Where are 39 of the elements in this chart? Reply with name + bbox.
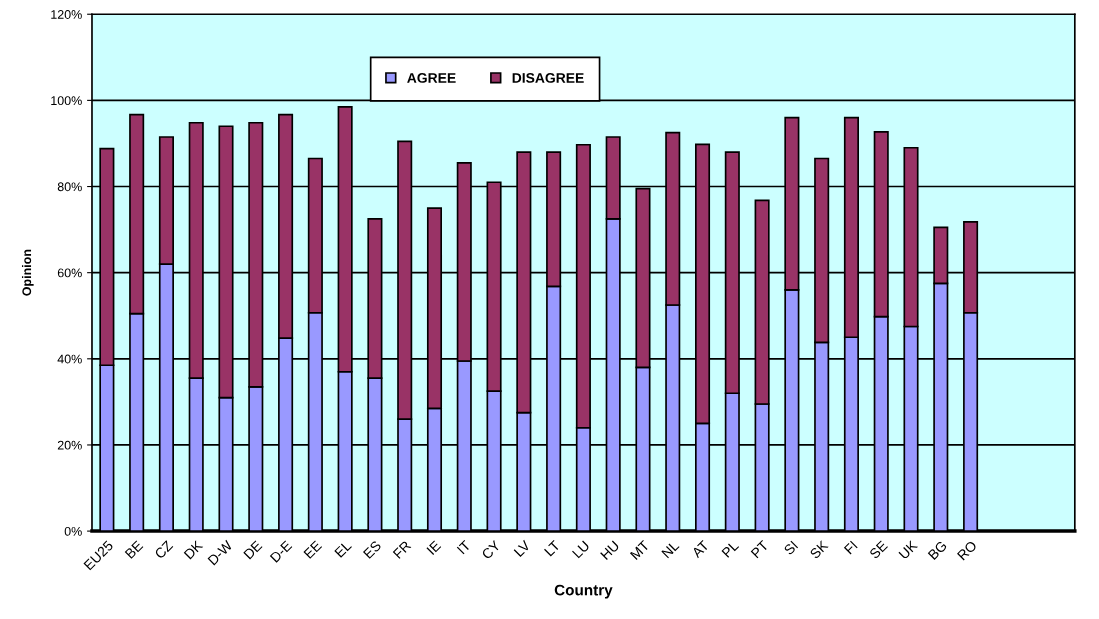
x-tick-label: IE — [426, 540, 442, 555]
x-tick-label: MT — [629, 540, 650, 560]
y-tick-label: 60% — [57, 268, 82, 278]
x-tick-label: SE — [868, 540, 889, 560]
x-tick-label: LV — [513, 539, 531, 558]
x-tick-label: BG — [927, 540, 948, 561]
x-tick-label: EE — [303, 540, 323, 559]
x-tick-label: AT — [691, 540, 710, 559]
x-tick-label: NL — [661, 540, 680, 559]
x-tick-label: EL — [334, 540, 352, 558]
x-tick-label: LU — [572, 540, 590, 559]
x-tick-label: PT — [750, 540, 769, 559]
x-tick-label: SK — [809, 539, 829, 560]
x-tick-label: BE — [124, 540, 144, 559]
y-tick-label: 0% — [64, 526, 82, 536]
y-tick-label: 20% — [57, 440, 82, 450]
x-tick-label: LT — [544, 540, 561, 557]
legend-label: DISAGREE — [512, 73, 584, 83]
legend-label: AGREE — [407, 73, 456, 83]
x-tick-label: ES — [362, 540, 382, 559]
x-tick-label: HU — [600, 540, 620, 561]
x-tick-label: CY — [481, 539, 502, 560]
y-axis-title: Opinion — [21, 249, 34, 296]
x-tick-label: SI — [783, 540, 799, 556]
x-tick-label: RO — [956, 540, 978, 561]
x-tick-label: FI — [843, 540, 858, 555]
y-tick-label: 100% — [51, 96, 82, 106]
x-tick-label: D-E — [269, 540, 293, 563]
x-tick-label: IT — [456, 540, 472, 555]
x-axis-title: Country — [554, 584, 613, 599]
x-tick-label: UK — [898, 539, 919, 560]
x-tick-label: DE — [243, 540, 263, 560]
y-tick-label: 40% — [57, 354, 82, 364]
x-tick-label: FR — [392, 540, 412, 559]
x-tick-label: PL — [721, 540, 740, 558]
x-tick-label: DK — [183, 539, 204, 560]
y-tick-label: 120% — [51, 10, 82, 19]
y-tick-label: 80% — [57, 182, 82, 192]
x-tick-label: CZ — [154, 540, 174, 560]
